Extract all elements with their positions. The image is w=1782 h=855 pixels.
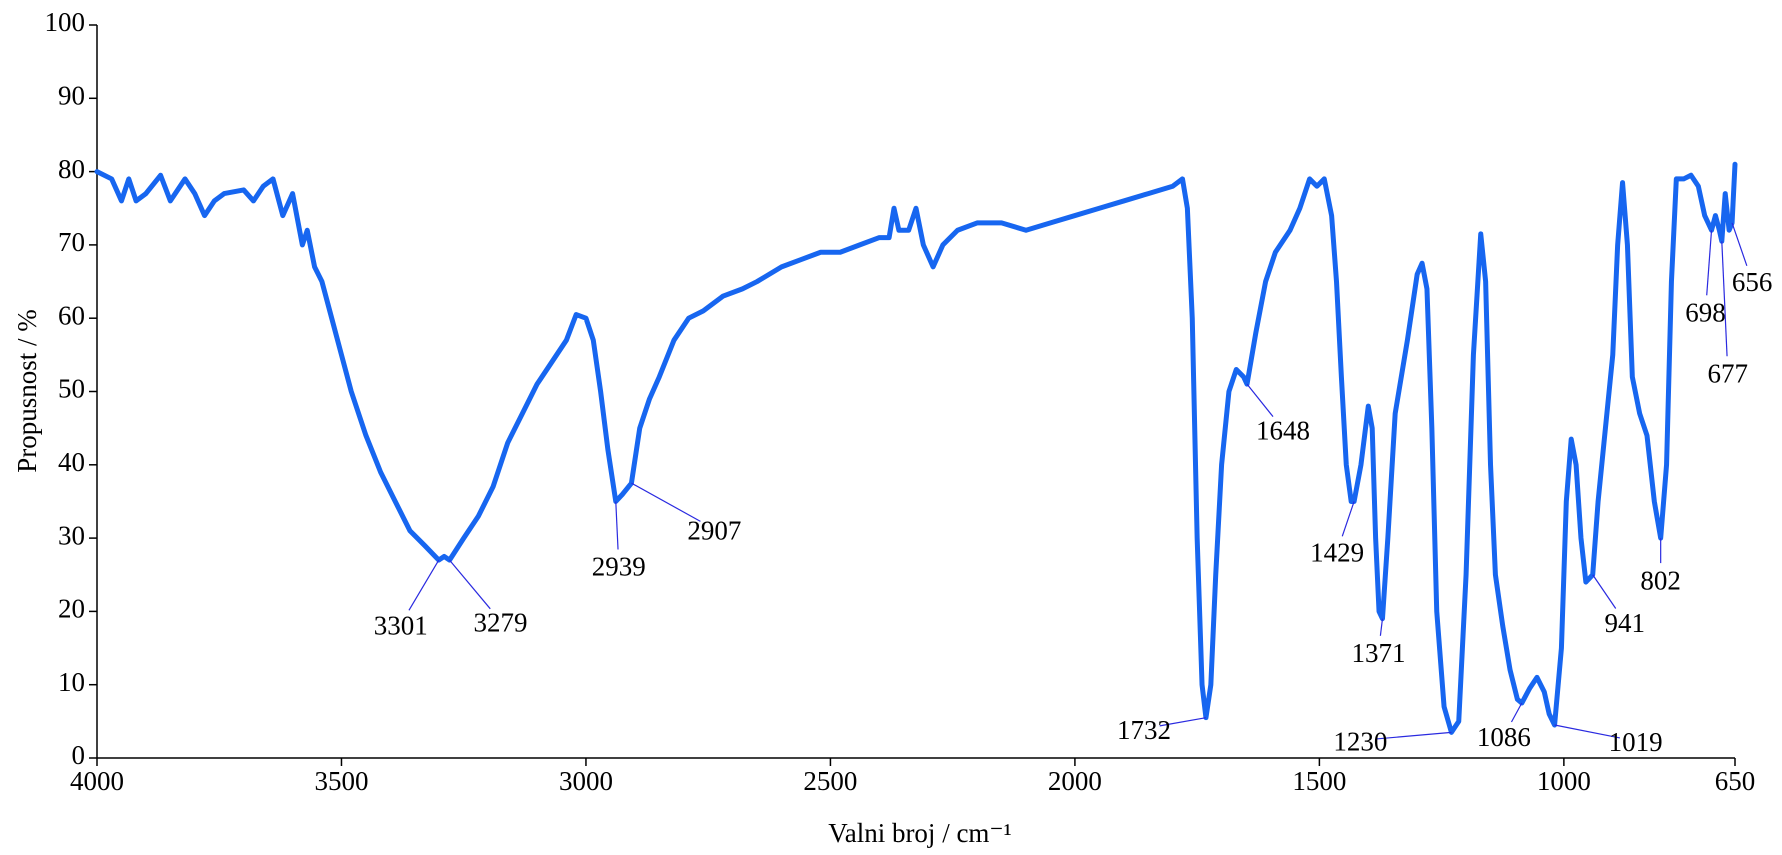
y-tick-label: 80 <box>58 154 85 184</box>
peak-leader <box>1510 702 1523 723</box>
x-tick-label: 4000 <box>70 766 124 796</box>
peak-label: 1019 <box>1609 727 1663 757</box>
peak-label: 677 <box>1708 358 1749 388</box>
y-tick-label: 100 <box>45 7 86 37</box>
peak-label: 941 <box>1604 608 1645 638</box>
peak-leader <box>449 559 491 610</box>
peak-leader <box>1376 731 1452 740</box>
peak-label: 3301 <box>374 610 428 640</box>
peak-label: 656 <box>1732 267 1773 297</box>
peak-leader <box>615 501 619 550</box>
x-tick-label: 2500 <box>803 766 857 796</box>
peak-leader <box>408 559 440 611</box>
peak-label: 698 <box>1685 297 1726 327</box>
peak-label: 1230 <box>1333 727 1387 757</box>
peak-label: 2939 <box>592 552 646 582</box>
peak-leader <box>1379 618 1384 636</box>
y-tick-label: 70 <box>58 227 85 257</box>
x-tick-label: 3500 <box>314 766 368 796</box>
peak-leader <box>1592 574 1617 609</box>
peak-label: 1429 <box>1310 538 1364 568</box>
peak-label: 1086 <box>1477 722 1531 752</box>
peak-leader <box>631 482 701 522</box>
y-tick-label: 90 <box>58 81 85 111</box>
y-axis-title: Propusnost / % <box>12 309 42 473</box>
peak-leader <box>1706 230 1713 296</box>
y-tick-label: 60 <box>58 300 85 330</box>
y-tick-label: 0 <box>72 740 86 770</box>
spectrum-line <box>94 161 1738 735</box>
peak-leader <box>1721 241 1728 357</box>
peak-leader <box>1159 717 1207 727</box>
peak-leader <box>1341 501 1355 537</box>
y-tick-label: 30 <box>58 520 85 550</box>
x-axis-title: Valni broj / cm⁻¹ <box>828 818 1012 848</box>
peak-label: 3279 <box>474 607 528 637</box>
y-tick-label: 10 <box>58 667 85 697</box>
x-tick-label: 650 <box>1715 766 1756 796</box>
peak-label: 1371 <box>1351 638 1405 668</box>
x-tick-label: 1500 <box>1292 766 1346 796</box>
peak-label: 2907 <box>687 515 741 545</box>
peak-leader <box>1246 383 1274 418</box>
x-tick-label: 2000 <box>1048 766 1102 796</box>
x-tick-label: 3000 <box>559 766 613 796</box>
x-tick-label: 1000 <box>1537 766 1591 796</box>
y-tick-label: 40 <box>58 447 85 477</box>
peak-label: 1732 <box>1117 715 1171 745</box>
peak-leader <box>1731 222 1748 266</box>
peak-label: 1648 <box>1256 415 1310 445</box>
y-tick-label: 50 <box>58 374 85 404</box>
peak-label: 802 <box>1640 565 1681 595</box>
peak-leader <box>1554 724 1620 739</box>
y-tick-label: 20 <box>58 594 85 624</box>
